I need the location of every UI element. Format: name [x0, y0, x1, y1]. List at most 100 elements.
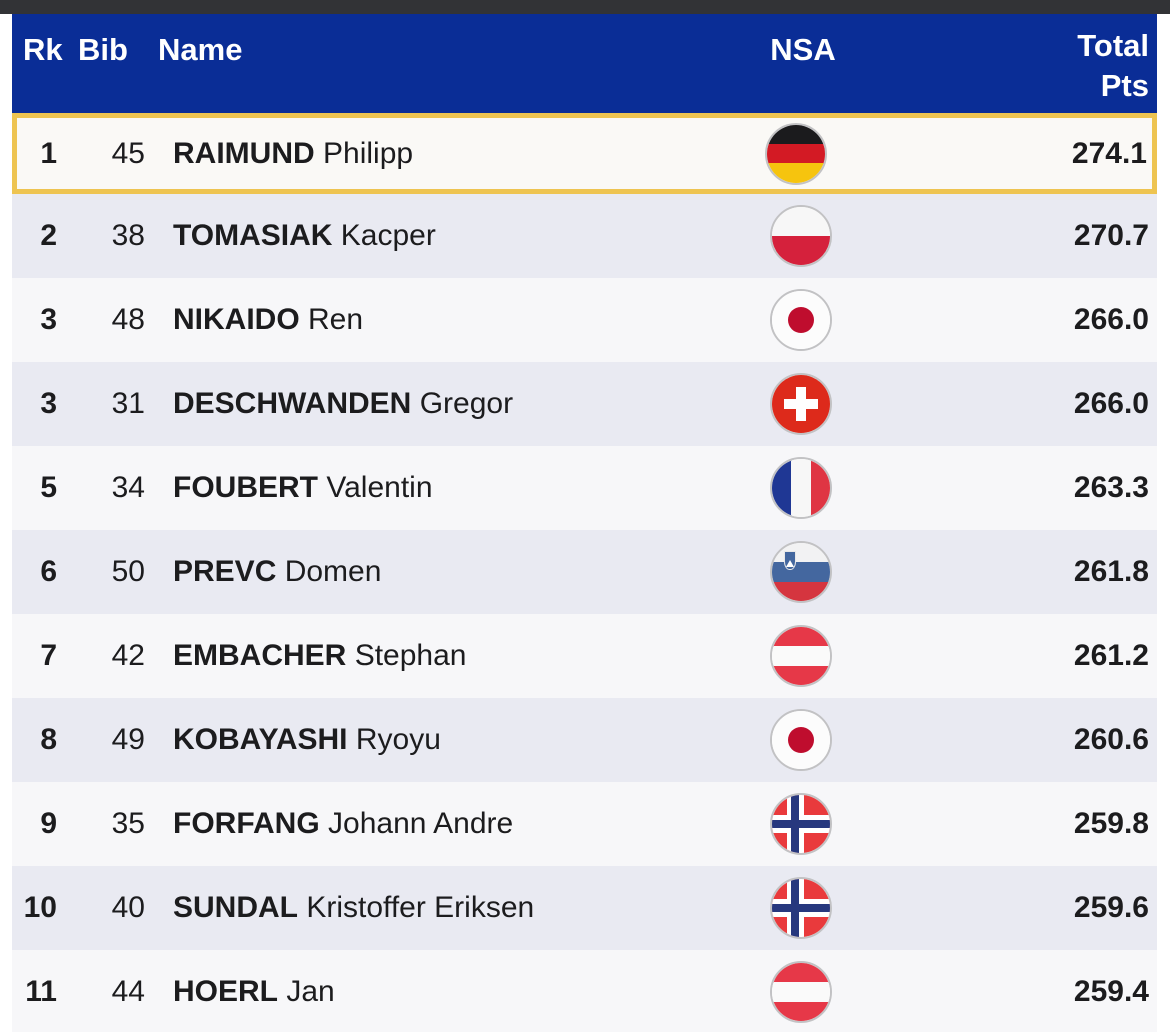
- points-cell: 266.0: [1073, 303, 1149, 336]
- rank-cell: 7: [40, 639, 57, 672]
- bib-cell: 34: [111, 471, 145, 504]
- athlete-first-name: Jan: [286, 975, 335, 1008]
- rank-cell: 10: [23, 891, 57, 924]
- athlete-first-name: Kristoffer Eriksen: [306, 891, 535, 924]
- flag-pol-icon: [770, 205, 832, 267]
- athlete-last-name: EMBACHER: [173, 639, 347, 672]
- flag-aut-icon: [770, 961, 832, 1023]
- athlete-last-name: NIKAIDO: [173, 303, 300, 336]
- column-header-total-pts-line2: Pts: [1100, 68, 1149, 103]
- result-row[interactable]: 10 40 SUNDAL Kristoffer Eriksen 259.6: [12, 866, 1157, 950]
- athlete-name-cell: SUNDAL Kristoffer Eriksen: [145, 891, 705, 925]
- rank-cell: 6: [40, 555, 57, 588]
- bib-cell: 48: [111, 303, 145, 336]
- nsa-cell: [705, 709, 897, 771]
- rank-cell: 2: [40, 219, 57, 252]
- athlete-name-cell: FOUBERT Valentin: [145, 471, 705, 505]
- points-cell: 270.7: [1073, 219, 1149, 252]
- rank-cell: 5: [40, 471, 57, 504]
- athlete-name-cell: DESCHWANDEN Gregor: [145, 387, 705, 421]
- nsa-cell: [705, 373, 897, 435]
- athlete-first-name: Philipp: [323, 136, 414, 170]
- result-row[interactable]: 8 49 KOBAYASHI Ryoyu 260.6: [12, 698, 1157, 782]
- nsa-cell: [705, 961, 897, 1023]
- result-row[interactable]: 3 31 DESCHWANDEN Gregor 266.0: [12, 362, 1157, 446]
- athlete-first-name: Ryoyu: [355, 723, 441, 756]
- athlete-last-name: HOERL: [173, 975, 278, 1008]
- athlete-last-name: FORFANG: [173, 807, 320, 840]
- athlete-last-name: DESCHWANDEN: [173, 387, 412, 420]
- flag-sui-icon: [770, 373, 832, 435]
- bib-cell: 42: [111, 639, 145, 672]
- flag-jpn-icon: [770, 289, 832, 351]
- athlete-last-name: TOMASIAK: [173, 219, 333, 252]
- points-cell: 274.1: [1071, 136, 1147, 170]
- athlete-first-name: Gregor: [419, 387, 514, 420]
- result-row[interactable]: 7 42 EMBACHER Stephan 261.2: [12, 614, 1157, 698]
- result-row[interactable]: 6 50 PREVC Domen 261.8: [12, 530, 1157, 614]
- flag-slo-icon: [770, 541, 832, 603]
- nsa-cell: [705, 877, 897, 939]
- nsa-cell: [705, 625, 897, 687]
- points-cell: 259.4: [1073, 975, 1149, 1008]
- column-header-total-pts: Total Pts: [899, 14, 1157, 113]
- athlete-first-name: Domen: [284, 555, 382, 588]
- points-cell: 259.8: [1073, 807, 1149, 840]
- flag-jpn-icon: [770, 709, 832, 771]
- bib-cell: 40: [111, 891, 145, 924]
- athlete-last-name: RAIMUND: [173, 136, 315, 170]
- athlete-name-cell: HOERL Jan: [145, 975, 705, 1009]
- bib-cell: 49: [111, 723, 145, 756]
- flag-aut-icon: [770, 625, 832, 687]
- athlete-first-name: Kacper: [340, 219, 436, 252]
- results-table-body: 1 45 RAIMUND Philipp 274.1 2 38 TOMASIAK…: [12, 113, 1157, 1032]
- points-cell: 261.2: [1073, 639, 1149, 672]
- status-bar: [0, 0, 1170, 14]
- results-table-header: Rk Bib Name NSA Total Pts: [12, 14, 1157, 113]
- nsa-cell: [705, 793, 897, 855]
- result-row[interactable]: 3 48 NIKAIDO Ren 266.0: [12, 278, 1157, 362]
- bib-cell: 45: [111, 136, 145, 170]
- flag-ger-icon: [765, 122, 827, 185]
- points-cell: 266.0: [1073, 387, 1149, 420]
- flag-nor-icon: [770, 877, 832, 939]
- column-header-name: Name: [158, 32, 243, 67]
- result-row[interactable]: 2 38 TOMASIAK Kacper 270.7: [12, 194, 1157, 278]
- points-cell: 260.6: [1073, 723, 1149, 756]
- athlete-name-cell: RAIMUND Philipp: [145, 137, 700, 171]
- points-cell: 261.8: [1073, 555, 1149, 588]
- points-cell: 259.6: [1073, 891, 1149, 924]
- column-header-rank: Rk: [23, 32, 63, 67]
- points-cell: 263.3: [1073, 471, 1149, 504]
- result-row[interactable]: 1 45 RAIMUND Philipp 274.1: [12, 113, 1157, 194]
- nsa-cell: [705, 289, 897, 351]
- result-row[interactable]: 11 44 HOERL Jan 259.4: [12, 950, 1157, 1032]
- nsa-cell: [705, 541, 897, 603]
- bib-cell: 50: [111, 555, 145, 588]
- athlete-name-cell: PREVC Domen: [145, 555, 705, 589]
- result-row[interactable]: 5 34 FOUBERT Valentin 263.3: [12, 446, 1157, 530]
- nsa-cell: [700, 122, 892, 185]
- rank-cell: 8: [40, 723, 57, 756]
- result-row[interactable]: 9 35 FORFANG Johann Andre 259.8: [12, 782, 1157, 866]
- bib-cell: 31: [111, 387, 145, 420]
- rank-cell: 3: [40, 387, 57, 420]
- rank-cell: 9: [40, 807, 57, 840]
- rank-cell: 11: [25, 975, 57, 1008]
- nsa-cell: [705, 205, 897, 267]
- athlete-name-cell: FORFANG Johann Andre: [145, 807, 705, 841]
- rank-cell: 1: [40, 136, 57, 170]
- flag-fra-icon: [770, 457, 832, 519]
- athlete-name-cell: NIKAIDO Ren: [145, 303, 705, 337]
- flag-nor-icon: [770, 793, 832, 855]
- athlete-last-name: PREVC: [173, 555, 277, 588]
- column-header-total-pts-line1: Total: [1077, 28, 1149, 63]
- bib-cell: 35: [111, 807, 145, 840]
- athlete-last-name: KOBAYASHI: [173, 723, 348, 756]
- athlete-last-name: SUNDAL: [173, 891, 298, 924]
- nsa-cell: [705, 457, 897, 519]
- column-header-bib: Bib: [78, 32, 128, 67]
- athlete-first-name: Valentin: [326, 471, 433, 504]
- bib-cell: 44: [111, 975, 145, 1008]
- bib-cell: 38: [111, 219, 145, 252]
